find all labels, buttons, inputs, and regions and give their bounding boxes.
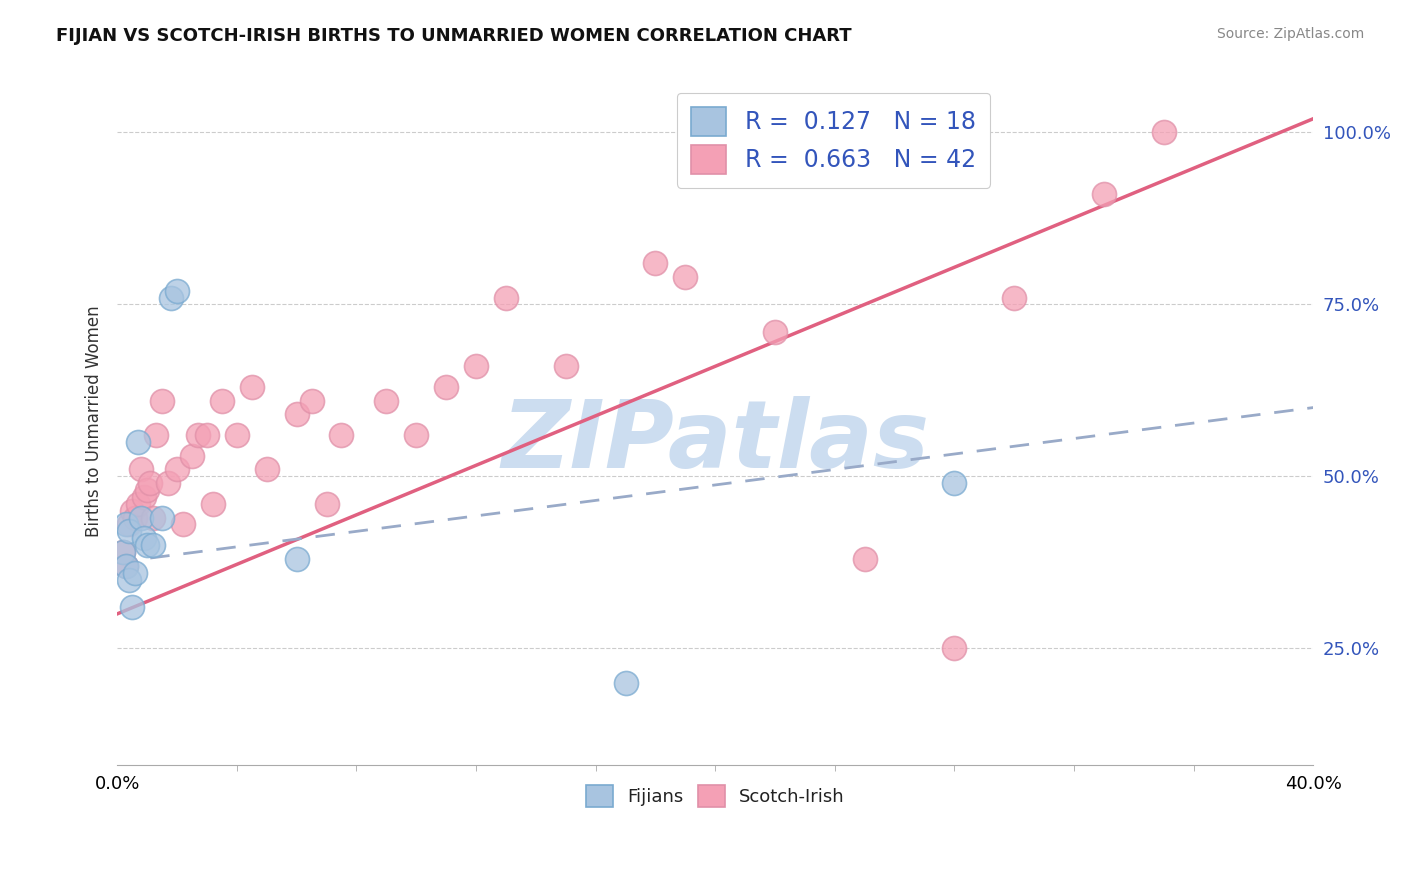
Point: [195, 428, 218, 442]
Point: [124, 566, 146, 580]
Text: ZIPatlas: ZIPatlas: [501, 396, 929, 488]
Point: [150, 510, 173, 524]
Point: [763, 325, 786, 339]
Point: [644, 256, 666, 270]
Point: [1153, 125, 1175, 139]
Point: [121, 600, 143, 615]
Point: [160, 291, 183, 305]
Point: [187, 428, 209, 442]
Point: [136, 483, 159, 497]
Point: [285, 552, 308, 566]
Point: [127, 497, 149, 511]
Point: [139, 476, 162, 491]
Point: [330, 428, 353, 442]
Point: [495, 291, 517, 305]
Point: [1092, 187, 1115, 202]
Point: [157, 476, 180, 491]
Legend: Fijians, Scotch-Irish: Fijians, Scotch-Irish: [578, 778, 852, 814]
Point: [853, 552, 876, 566]
Point: [142, 510, 165, 524]
Point: [166, 462, 188, 476]
Point: [115, 517, 138, 532]
Point: [112, 545, 135, 559]
Point: [172, 517, 194, 532]
Point: [181, 449, 204, 463]
Y-axis label: Births to Unmarried Women: Births to Unmarried Women: [86, 306, 103, 537]
Point: [132, 490, 155, 504]
Point: [115, 558, 138, 573]
Point: [112, 545, 135, 559]
Point: [554, 359, 576, 374]
Point: [943, 641, 966, 656]
Point: [127, 434, 149, 449]
Point: [405, 428, 427, 442]
Point: [285, 408, 308, 422]
Point: [211, 393, 233, 408]
Text: Source: ZipAtlas.com: Source: ZipAtlas.com: [1216, 27, 1364, 41]
Point: [614, 675, 637, 690]
Point: [465, 359, 488, 374]
Point: [240, 380, 263, 394]
Text: FIJIAN VS SCOTCH-IRISH BIRTHS TO UNMARRIED WOMEN CORRELATION CHART: FIJIAN VS SCOTCH-IRISH BIRTHS TO UNMARRI…: [56, 27, 852, 45]
Point: [118, 573, 141, 587]
Point: [129, 510, 152, 524]
Point: [375, 393, 398, 408]
Point: [150, 393, 173, 408]
Point: [315, 497, 337, 511]
Point: [201, 497, 224, 511]
Point: [256, 462, 278, 476]
Point: [136, 538, 159, 552]
Point: [145, 428, 167, 442]
Point: [301, 393, 323, 408]
Point: [142, 538, 165, 552]
Point: [943, 476, 966, 491]
Point: [124, 510, 146, 524]
Point: [118, 517, 141, 532]
Point: [673, 269, 696, 284]
Point: [434, 380, 457, 394]
Point: [132, 531, 155, 545]
Point: [1002, 291, 1025, 305]
Point: [115, 558, 138, 573]
Point: [166, 284, 188, 298]
Point: [225, 428, 247, 442]
Point: [121, 504, 143, 518]
Point: [129, 462, 152, 476]
Point: [118, 524, 141, 539]
